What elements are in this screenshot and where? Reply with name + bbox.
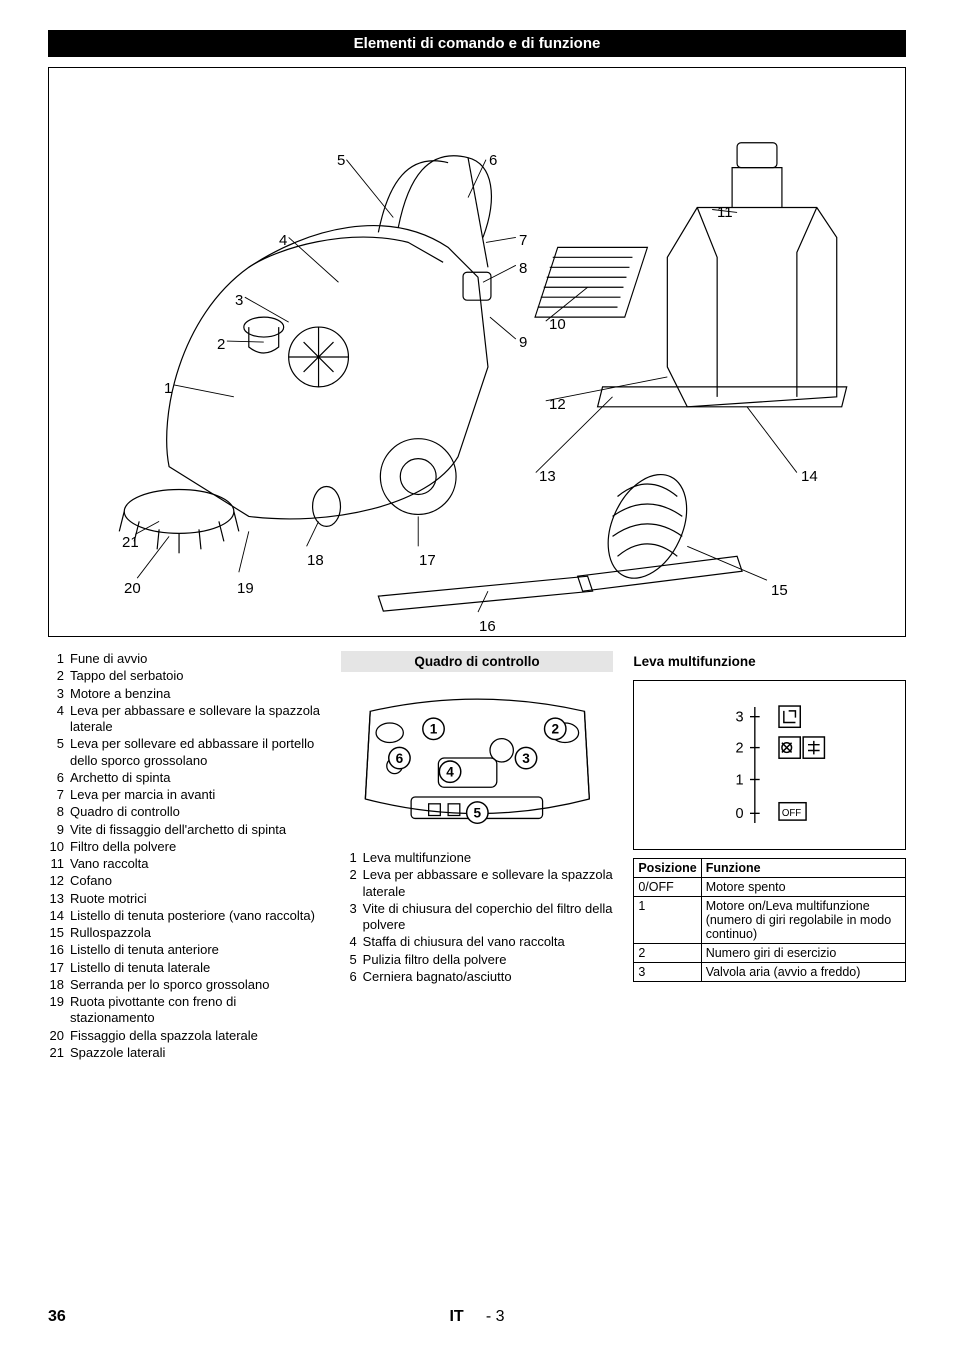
main-diagram: 123456789101112131415161718192021 [48, 67, 906, 637]
control-panel-title: Quadro di controllo [341, 651, 614, 672]
callout-21: 21 [122, 534, 139, 551]
panel-item-6: 6Cerniera bagnato/asciutto [341, 969, 614, 985]
footer-page: 36 [48, 1308, 66, 1326]
callout-3: 3 [235, 292, 243, 309]
panel-circle-6: 6 [388, 747, 409, 768]
footer-lang: IT [449, 1308, 463, 1325]
col-parts-list: 1Fune di avvio2Tappo del serbatoio 3Motor… [48, 651, 321, 1062]
callout-12: 12 [549, 396, 566, 413]
th-func: Funzione [701, 859, 905, 878]
part-4: 4Leva per abbassare e sollevare la spazz… [48, 703, 321, 736]
part-9: 9Vite di fissaggio dell'archetto di spin… [48, 822, 321, 838]
panel-circle-3: 3 [515, 747, 536, 768]
callout-11: 11 [717, 204, 733, 221]
part-8: 8Quadro di controllo [48, 804, 321, 820]
part-10: 10Filtro della polvere [48, 839, 321, 855]
part-2: 2Tappo del serbatoio [48, 668, 321, 684]
callout-4: 4 [279, 232, 287, 249]
panel-item-4: 4Staffa di chiusura del vano raccolta [341, 934, 614, 950]
part-6: 6Archetto di spinta [48, 770, 321, 786]
callout-7: 7 [519, 232, 527, 249]
panel-circle-4: 4 [439, 761, 460, 782]
part-14: 14Listello di tenuta posteriore (vano ra… [48, 908, 321, 924]
panel-circle-5: 5 [466, 802, 487, 823]
lever-row-2: 2Numero giri di esercizio [634, 944, 906, 963]
callout-8: 8 [519, 260, 527, 277]
callout-6: 6 [489, 152, 497, 169]
part-16: 16Listello di tenuta anteriore [48, 942, 321, 958]
panel-item-2: 2Leva per abbassare e sollevare la spazz… [341, 867, 614, 900]
callout-2: 2 [217, 336, 225, 353]
lever-row-0: 0/OFFMotore spento [634, 878, 906, 897]
svg-text:3: 3 [522, 751, 530, 766]
lever-row-1: 1Motore on/Leva multifunzione (numero di… [634, 897, 906, 944]
control-panel-svg: 1 2 3 4 5 6 [341, 680, 614, 840]
lever-function-table: Posizione Funzione 0/OFFMotore spento1Mo… [633, 858, 906, 982]
panel-circle-2: 2 [544, 718, 565, 739]
callout-1: 1 [164, 380, 172, 397]
part-21: 21Spazzole laterali [48, 1045, 321, 1061]
panel-item-1: 1Leva multifunzione [341, 850, 614, 866]
panel-item-3: 3Vite di chiusura del coperchio del filt… [341, 901, 614, 934]
part-5: 5Leva per sollevare ed abbassare il port… [48, 736, 321, 769]
part-19: 19Ruota pivottante con freno di staziona… [48, 994, 321, 1027]
part-7: 7Leva per marcia in avanti [48, 787, 321, 803]
panel-item-5: 5Pulizia filtro della polvere [341, 952, 614, 968]
lever-tick-2: 2 [736, 740, 744, 756]
svg-text:4: 4 [446, 765, 454, 780]
callout-16: 16 [479, 618, 496, 635]
svg-text:6: 6 [395, 751, 403, 766]
callout-13: 13 [539, 468, 556, 485]
control-panel-list: 1Leva multifunzione2Leva per abbassare e… [341, 850, 614, 985]
part-18: 18Serranda per lo sporco grossolano [48, 977, 321, 993]
lever-tick-1: 1 [736, 772, 744, 788]
lever-svg: 3 2 1 0 OFF [633, 680, 906, 850]
part-3: 3Motore a benzina [48, 686, 321, 702]
callout-10: 10 [549, 316, 566, 333]
callout-17: 17 [419, 552, 436, 569]
svg-text:2: 2 [551, 722, 559, 737]
callout-14: 14 [801, 468, 818, 485]
col-control-panel: Quadro di controllo 1 2 3 4 5 6 1Leva multifu… [341, 651, 614, 986]
content-columns: 1Fune di avvio2Tappo del serbatoio 3Motor… [48, 651, 906, 1062]
part-20: 20Fissaggio della spazzola laterale [48, 1028, 321, 1044]
section-title: Elementi di comando e di funzione [48, 30, 906, 57]
callout-15: 15 [771, 582, 788, 599]
part-1: 1Fune di avvio [48, 651, 321, 667]
svg-text:1: 1 [429, 722, 437, 737]
parts-list: 1Fune di avvio2Tappo del serbatoio 3Motor… [48, 651, 321, 1061]
panel-circle-1: 1 [422, 718, 443, 739]
lever-row-3: 3Valvola aria (avvio a freddo) [634, 963, 906, 982]
part-13: 13Ruote motrici [48, 891, 321, 907]
part-11: 11Vano raccolta [48, 856, 321, 872]
part-17: 17Listello di tenuta laterale [48, 960, 321, 976]
sweeper-diagram-svg [49, 68, 905, 636]
callout-18: 18 [307, 552, 324, 569]
footer-sub: - 3 [486, 1308, 505, 1325]
callout-5: 5 [337, 152, 345, 169]
th-pos: Posizione [634, 859, 701, 878]
part-12: 12Cofano [48, 873, 321, 889]
col-lever: Leva multifunzione 3 2 1 0 [633, 651, 906, 982]
callout-9: 9 [519, 334, 527, 351]
svg-text:OFF: OFF [782, 808, 801, 819]
lever-tick-0: 0 [736, 806, 744, 822]
part-15: 15Rullospazzola [48, 925, 321, 941]
lever-table-body: 0/OFFMotore spento1Motore on/Leva multif… [634, 878, 906, 982]
callout-19: 19 [237, 580, 254, 597]
page-footer: 36 IT - 3 [48, 1308, 906, 1326]
svg-text:5: 5 [473, 805, 481, 820]
lever-tick-3: 3 [736, 709, 744, 725]
callout-20: 20 [124, 580, 141, 597]
lever-title: Leva multifunzione [633, 651, 906, 672]
